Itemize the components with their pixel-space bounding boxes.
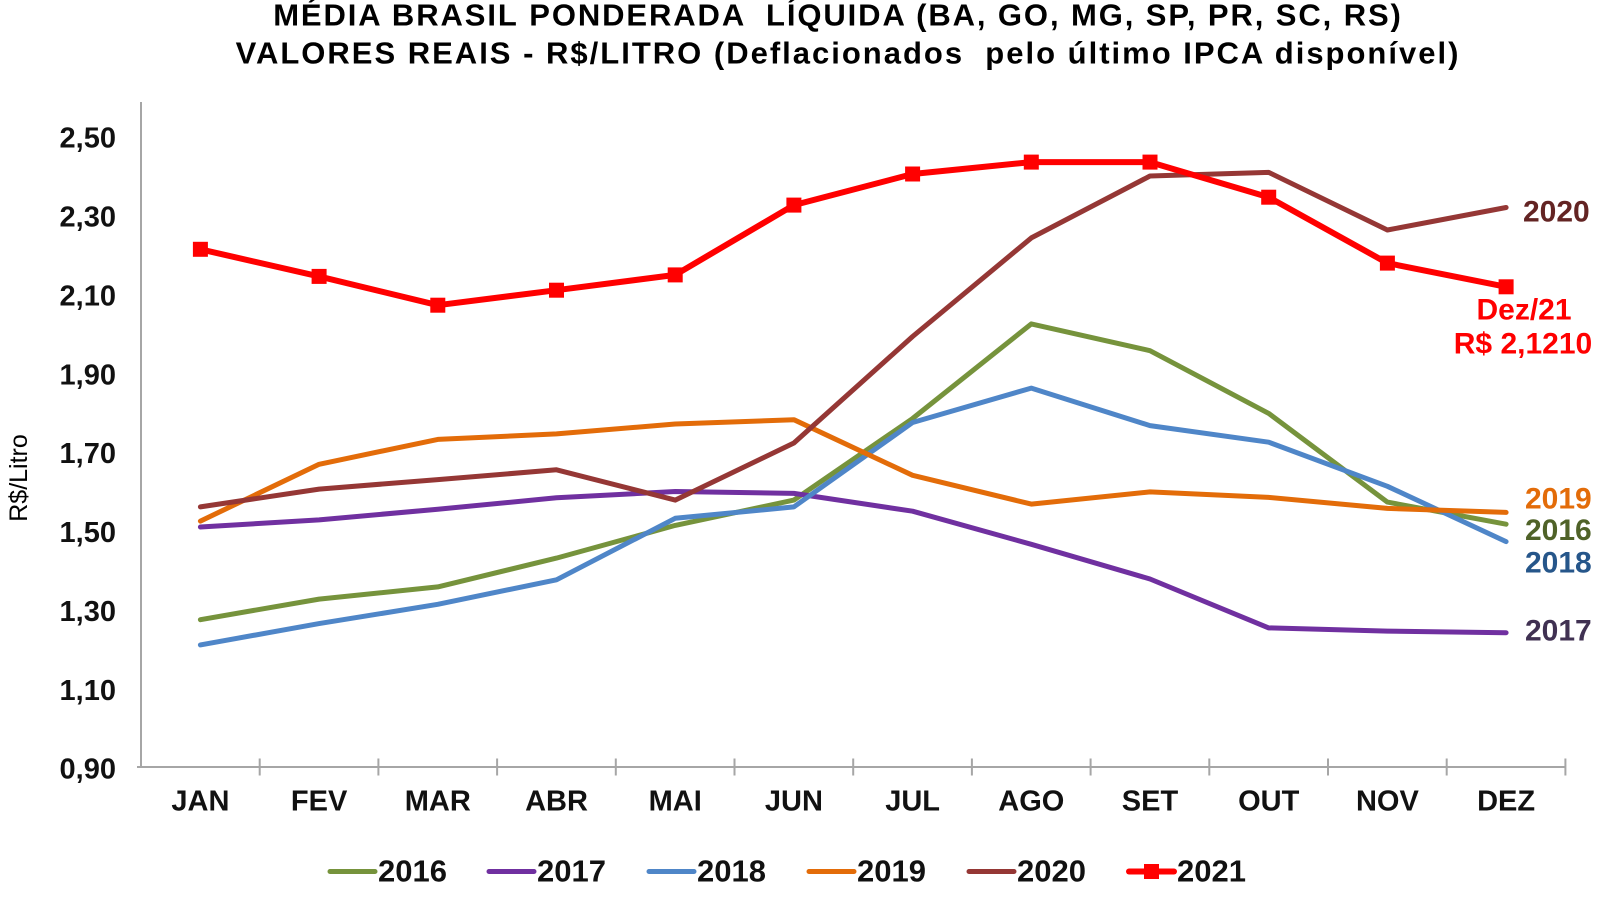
svg-text:R$/Litro: R$/Litro xyxy=(5,434,33,522)
svg-text:DEZ: DEZ xyxy=(1477,786,1535,818)
svg-text:1,70: 1,70 xyxy=(60,438,116,470)
svg-text:0,90: 0,90 xyxy=(60,754,116,786)
svg-text:1,10: 1,10 xyxy=(60,675,116,707)
svg-text:2,30: 2,30 xyxy=(60,202,116,234)
svg-text:JUL: JUL xyxy=(885,786,940,818)
svg-text:2,10: 2,10 xyxy=(60,281,116,313)
svg-text:OUT: OUT xyxy=(1238,786,1300,818)
svg-text:2017: 2017 xyxy=(537,854,606,889)
svg-text:1,50: 1,50 xyxy=(60,517,116,549)
svg-text:1,90: 1,90 xyxy=(60,359,116,391)
svg-text:AGO: AGO xyxy=(998,786,1064,818)
svg-text:ABR: ABR xyxy=(525,786,588,818)
svg-text:2017: 2017 xyxy=(1525,615,1592,648)
svg-text:VALORES REAIS - R$/LITRO (Defl: VALORES REAIS - R$/LITRO (Deflacionados … xyxy=(236,36,1461,71)
svg-text:2021: 2021 xyxy=(1177,854,1246,889)
svg-text:MAR: MAR xyxy=(405,786,471,818)
svg-text:2016: 2016 xyxy=(378,854,447,889)
svg-text:2018: 2018 xyxy=(697,854,766,889)
svg-text:2020: 2020 xyxy=(1017,854,1086,889)
svg-text:MAI: MAI xyxy=(649,786,702,818)
svg-text:1,30: 1,30 xyxy=(60,596,116,628)
svg-text:JUN: JUN xyxy=(765,786,823,818)
svg-text:SET: SET xyxy=(1122,786,1179,818)
svg-text:JAN: JAN xyxy=(171,786,229,818)
svg-text:FEV: FEV xyxy=(291,786,348,818)
svg-text:Dez/21: Dez/21 xyxy=(1476,294,1571,327)
svg-text:2,50: 2,50 xyxy=(60,123,116,155)
svg-text:2019: 2019 xyxy=(1525,483,1592,516)
svg-text:2018: 2018 xyxy=(1525,547,1592,580)
svg-text:2016: 2016 xyxy=(1525,514,1592,547)
svg-text:NOV: NOV xyxy=(1356,786,1420,818)
svg-text:R$ 2,1210: R$ 2,1210 xyxy=(1454,328,1592,361)
svg-text:MÉDIA BRASIL PONDERADA LÍQUID: MÉDIA BRASIL PONDERADA LÍQUIDA (BA, GO, … xyxy=(273,0,1403,33)
svg-text:2020: 2020 xyxy=(1523,196,1590,229)
svg-text:2019: 2019 xyxy=(857,854,926,889)
